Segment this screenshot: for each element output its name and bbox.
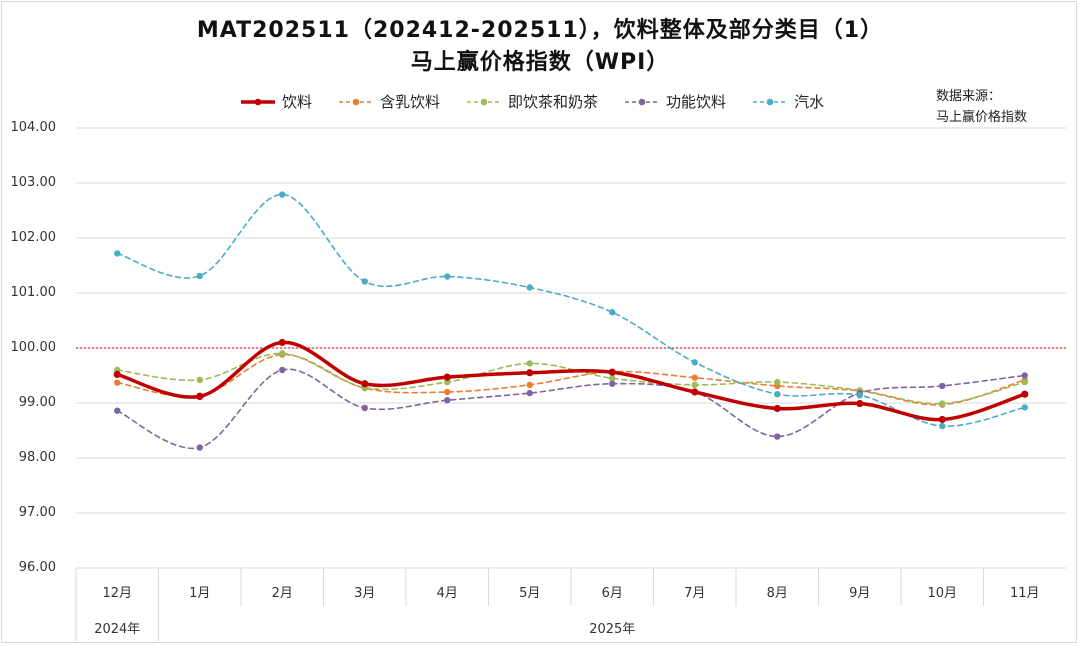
legend-swatch: [625, 98, 660, 105]
series-line: [116, 353, 1026, 406]
legend-item: 汽水: [752, 91, 824, 112]
data-point: [1021, 390, 1029, 398]
x-tick-label: 10月: [927, 586, 958, 601]
data-point: [279, 366, 286, 374]
legend-item: 饮料: [240, 91, 312, 112]
y-tick-label: 98.00: [18, 450, 56, 465]
chart-title: MAT202511（202412-202511），饮料整体及部分类目（1）: [196, 18, 884, 43]
y-tick-label: 100.00: [10, 340, 57, 355]
data-point: [608, 368, 616, 376]
data-point: [113, 370, 121, 378]
legend-label: 饮料: [282, 93, 313, 111]
data-point: [361, 404, 368, 412]
data-point: [196, 444, 203, 451]
data-point: [691, 388, 699, 396]
x-tick-label: 9月: [849, 586, 871, 601]
x-tick-label: 7月: [684, 586, 706, 601]
data-point: [856, 399, 864, 408]
data-point: [526, 381, 533, 389]
x-tick-label: 1月: [189, 586, 211, 601]
legend-item: 即饮茶和奶茶: [466, 91, 598, 112]
data-point: [691, 359, 698, 366]
y-tick-label: 97.00: [18, 505, 56, 520]
data-point: [526, 369, 534, 377]
x-tick-label: 2月: [271, 586, 293, 601]
data-point: [444, 388, 451, 396]
data-point: [1021, 372, 1028, 379]
chart-legend: 饮料 含乳饮料 即饮茶和奶茶 功能饮料 汽水: [240, 91, 850, 112]
data-point: [361, 278, 368, 285]
data-point: [278, 338, 286, 347]
data-point: [691, 374, 698, 381]
legend-item: 含乳饮料: [338, 91, 440, 112]
year-group-label: 2024年: [94, 622, 141, 637]
y-tick-label: 101.00: [10, 285, 57, 300]
series-line: [115, 340, 1027, 422]
series-line: [116, 193, 1026, 427]
data-point: [939, 382, 946, 390]
data-point: [609, 375, 616, 382]
data-point: [609, 309, 616, 316]
data-point: [691, 381, 698, 389]
data-point: [279, 191, 286, 198]
data-point: [444, 378, 451, 386]
data-point: [939, 400, 946, 407]
data-point: [856, 392, 863, 399]
x-tick-label: 3月: [354, 586, 376, 601]
y-tick-label: 103.00: [10, 175, 57, 190]
source-name: 马上赢价格指数: [936, 110, 1028, 125]
x-tick-label: 6月: [601, 586, 623, 601]
data-point: [196, 376, 203, 384]
data-point: [114, 407, 121, 414]
data-point: [526, 389, 533, 397]
data-point: [774, 391, 781, 398]
data-point: [444, 273, 451, 280]
x-tick-label: 12月: [102, 586, 133, 601]
data-point: [1021, 404, 1028, 411]
data-point: [774, 378, 781, 386]
data-point: [773, 404, 781, 413]
data-point: [114, 379, 121, 386]
chart-subtitle: 马上赢价格指数（WPI）: [410, 50, 670, 75]
legend-swatch: [753, 98, 788, 105]
x-tick-label: 8月: [766, 586, 788, 601]
data-point: [443, 373, 451, 381]
legend-label: 即饮茶和奶茶: [508, 93, 599, 111]
legend-swatch: [241, 98, 275, 105]
legend-label: 含乳饮料: [380, 93, 441, 111]
data-point: [1021, 378, 1028, 386]
x-tick-label: 11月: [1009, 586, 1040, 601]
data-point: [938, 415, 946, 424]
data-point: [114, 250, 121, 257]
data-source-note: 数据来源： 马上赢价格指数: [936, 86, 1027, 128]
data-point: [939, 422, 946, 430]
y-tick-label: 96.00: [18, 560, 56, 575]
data-point: [526, 360, 533, 367]
data-point: [361, 380, 369, 388]
data-point: [196, 272, 203, 280]
year-group-label: 2025年: [589, 622, 636, 637]
y-tick-label: 99.00: [18, 395, 56, 410]
source-label: 数据来源：: [936, 89, 1002, 104]
legend-swatch: [339, 98, 374, 105]
data-point: [609, 380, 616, 387]
x-tick-label: 5月: [519, 586, 541, 601]
y-tick-label: 104.00: [10, 120, 57, 135]
data-point: [196, 392, 204, 400]
legend-swatch: [467, 98, 502, 105]
y-tick-label: 102.00: [10, 230, 57, 245]
data-point: [774, 433, 781, 440]
legend-item: 功能饮料: [624, 91, 726, 112]
data-point: [444, 397, 451, 404]
legend-label: 汽水: [794, 93, 825, 111]
data-point: [279, 350, 286, 357]
data-point: [526, 284, 533, 291]
legend-label: 功能饮料: [666, 93, 727, 111]
x-tick-label: 4月: [436, 586, 458, 601]
